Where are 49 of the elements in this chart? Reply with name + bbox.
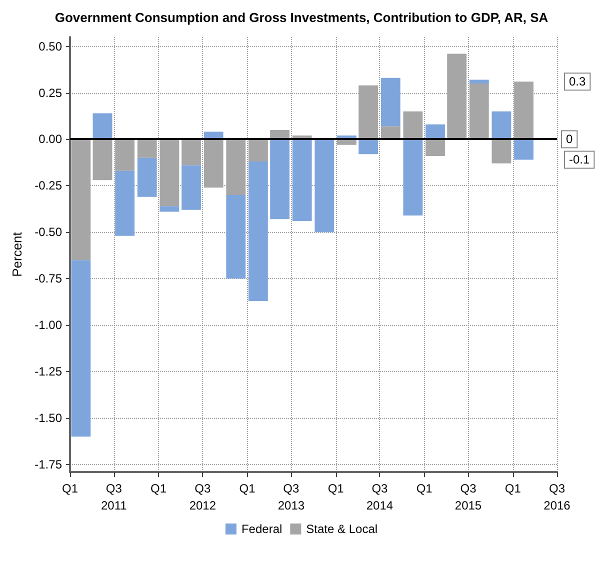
bar xyxy=(92,139,112,180)
bar xyxy=(226,195,246,279)
bar xyxy=(160,206,180,212)
bar xyxy=(92,113,112,140)
y-tick-label: -0.50 xyxy=(34,225,62,240)
x-tick-label: Q1 xyxy=(239,482,256,496)
x-tick-label: Q1 xyxy=(150,482,167,496)
bar xyxy=(292,139,312,222)
text: 0.3 xyxy=(569,74,586,89)
text: -0.1 xyxy=(569,152,590,167)
bar xyxy=(115,170,135,236)
legend-label: State & Local xyxy=(306,522,378,536)
x-tick-label: Q1 xyxy=(416,482,433,496)
chart-title: Government Consumption and Gross Investments, Contribution to GDP, AR, SA xyxy=(54,10,549,25)
y-axis-title: Percent xyxy=(10,232,25,277)
x-tick-label: Q3 2013 xyxy=(278,482,305,512)
ref-line-label: 0 xyxy=(566,132,573,146)
bar xyxy=(426,124,445,140)
x-tick-label: Q1 xyxy=(504,482,522,496)
x-tick-label: Q3 2011 xyxy=(100,482,128,512)
y-tick-label: -1.50 xyxy=(34,411,62,426)
y-tick-label: -1.25 xyxy=(34,364,62,379)
bar xyxy=(248,162,268,301)
legend-label: Federal xyxy=(241,522,282,536)
bar xyxy=(182,165,201,210)
y-tick-label: 0.00 xyxy=(38,132,62,146)
bar xyxy=(492,139,512,164)
y-tick-label: -0.75 xyxy=(34,272,62,286)
y-tick-label: -1.75 xyxy=(34,458,62,472)
y-tick-label: -1.00 xyxy=(34,318,62,332)
y-tick-label: 0.50 xyxy=(38,39,62,54)
bar xyxy=(71,260,91,437)
x-tick-label: Q3 2014 xyxy=(366,482,394,512)
x-tick-label: Q1 xyxy=(62,482,78,496)
bar xyxy=(380,78,400,126)
y-tick-label: 0.25 xyxy=(38,86,62,100)
x-tick-label: Q1 xyxy=(328,482,344,496)
bar xyxy=(469,80,489,84)
bar xyxy=(314,139,334,232)
x-tick-label: Q3 2012 xyxy=(189,482,216,512)
bar xyxy=(270,139,290,220)
y-tick-label: -0.25 xyxy=(34,178,62,193)
x-tick-label: Q3 2016 xyxy=(544,482,571,512)
bar xyxy=(137,158,157,197)
bar xyxy=(358,139,378,154)
bar xyxy=(403,139,423,216)
bar xyxy=(492,111,512,140)
bar xyxy=(514,139,534,160)
x-tick-label: Q3 2015 xyxy=(454,482,482,512)
